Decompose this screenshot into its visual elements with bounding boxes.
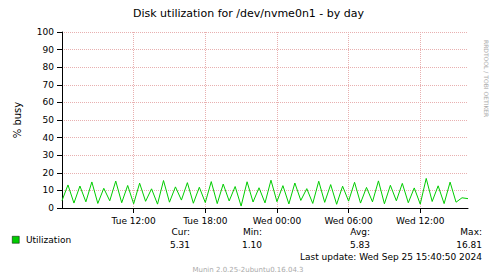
svg-text:10: 10 bbox=[43, 185, 55, 195]
svg-text:Cur:: Cur: bbox=[171, 227, 190, 237]
svg-text:Munin 2.0.25-2ubuntu0.16.04.3: Munin 2.0.25-2ubuntu0.16.04.3 bbox=[192, 266, 303, 274]
svg-text:16.81: 16.81 bbox=[456, 240, 482, 250]
svg-text:40: 40 bbox=[43, 133, 55, 143]
svg-text:5.83: 5.83 bbox=[350, 240, 370, 250]
svg-text:30: 30 bbox=[43, 150, 55, 160]
svg-text:Wed 12:00: Wed 12:00 bbox=[396, 216, 445, 226]
svg-text:70: 70 bbox=[43, 80, 55, 90]
svg-text:Avg:: Avg: bbox=[350, 227, 370, 237]
svg-text:60: 60 bbox=[43, 97, 55, 107]
svg-text:% busy: % busy bbox=[12, 102, 23, 139]
svg-text:Wed 00:00: Wed 00:00 bbox=[253, 216, 302, 226]
svg-text:50: 50 bbox=[43, 115, 55, 125]
svg-text:Last update: Wed Sep 25 15:40:: Last update: Wed Sep 25 15:40:50 2024 bbox=[300, 252, 482, 262]
svg-text:90: 90 bbox=[43, 45, 55, 55]
svg-text:5.31: 5.31 bbox=[170, 240, 190, 250]
svg-text:Max:: Max: bbox=[460, 227, 482, 237]
svg-text:RRDTOOL / TOBI OETIKER: RRDTOOL / TOBI OETIKER bbox=[483, 40, 490, 117]
svg-text:Disk utilization for /dev/nvme: Disk utilization for /dev/nvme0n1 - by d… bbox=[133, 7, 365, 20]
svg-text:Tue 12:00: Tue 12:00 bbox=[111, 216, 156, 226]
svg-text:Wed 06:00: Wed 06:00 bbox=[324, 216, 373, 226]
svg-text:80: 80 bbox=[43, 62, 55, 72]
svg-text:Min:: Min: bbox=[243, 227, 262, 237]
svg-text:Utilization: Utilization bbox=[26, 235, 71, 245]
svg-text:0: 0 bbox=[48, 203, 54, 213]
svg-text:100: 100 bbox=[37, 27, 54, 37]
svg-text:Tue 18:00: Tue 18:00 bbox=[182, 216, 227, 226]
svg-text:1.10: 1.10 bbox=[242, 240, 262, 250]
svg-text:20: 20 bbox=[43, 168, 55, 178]
